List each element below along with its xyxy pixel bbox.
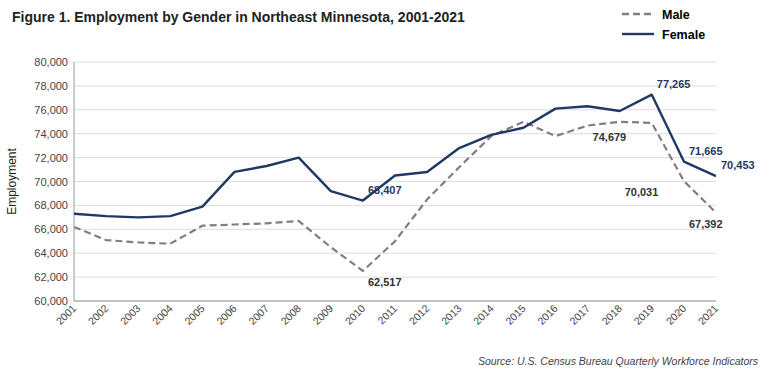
grid-line — [74, 253, 716, 254]
source: Source: U.S. Census Bureau Quarterly Wor… — [478, 355, 759, 367]
legend-label: Male — [662, 8, 690, 22]
x-tick-label: 2016 — [535, 302, 560, 327]
x-tick-label: 2008 — [278, 302, 303, 327]
y-tick-label: 62,000 — [34, 271, 68, 283]
y-tick-label: 70,000 — [34, 176, 68, 188]
y-tick-label: 66,000 — [34, 223, 68, 235]
y-axis — [74, 62, 75, 301]
series-line — [74, 95, 716, 218]
x-tick-label: 2001 — [53, 302, 78, 327]
grid-line — [74, 157, 716, 158]
annotation: 70,031 — [625, 186, 659, 198]
annotation: 74,679 — [593, 131, 627, 143]
annotation: 68,407 — [368, 184, 402, 196]
x-tick-label: 2021 — [695, 302, 720, 327]
y-tick-label: 78,000 — [34, 80, 68, 92]
y-tick-label: 60,000 — [34, 295, 68, 307]
x-tick-label: 2014 — [471, 302, 496, 327]
y-tick-label: 74,000 — [34, 128, 68, 140]
x-tick-label: 2013 — [439, 302, 464, 327]
x-tick-label: 2005 — [182, 302, 207, 327]
x-tick-label: 2017 — [567, 302, 592, 327]
chart: Figure 1. Employment by Gender in Northe… — [0, 0, 772, 373]
y-axis-label: Employment — [5, 147, 19, 214]
legend-swatch — [622, 13, 654, 15]
legend-swatch — [622, 33, 654, 35]
lines — [74, 95, 716, 271]
legend: Male Female — [622, 8, 705, 42]
x-tick-label: 2009 — [310, 302, 335, 327]
y-tick-label: 64,000 — [34, 247, 68, 259]
title: Figure 1. Employment by Gender in Northe… — [12, 9, 465, 25]
x-tick-label: 2012 — [407, 302, 432, 327]
grid — [74, 62, 716, 301]
annotation: 67,392 — [689, 218, 723, 230]
grid-line — [74, 229, 716, 230]
y-tick-label: 80,000 — [34, 56, 68, 68]
x-tick-label: 2011 — [375, 302, 400, 327]
legend-label: Female — [662, 28, 705, 42]
series-line — [74, 122, 716, 271]
y-tick-label: 72,000 — [34, 152, 68, 164]
y-tick-label: 76,000 — [34, 104, 68, 116]
x-tick-label: 2006 — [214, 302, 239, 327]
y-tick-label: 68,000 — [34, 199, 68, 211]
x-tick-label: 2002 — [86, 302, 111, 327]
annotation: 70,453 — [721, 159, 755, 171]
x-tick-label: 2004 — [150, 302, 175, 327]
grid-line — [74, 62, 716, 63]
x-tick-label: 2010 — [342, 302, 367, 327]
x-tick-label: 2015 — [503, 302, 528, 327]
grid-line — [74, 205, 716, 206]
annotation: 62,517 — [368, 276, 402, 288]
x-tick-label: 2018 — [599, 302, 624, 327]
x-axis — [74, 301, 716, 302]
x-tick-label: 2019 — [631, 302, 656, 327]
grid-line — [74, 181, 716, 182]
grid-line — [74, 301, 716, 302]
x-tick-label: 2020 — [663, 302, 688, 327]
x-tick-label: 2003 — [118, 302, 143, 327]
annotation: 77,265 — [657, 78, 691, 90]
x-tick-label: 2007 — [246, 302, 271, 327]
grid-line — [74, 85, 716, 86]
annotation: 71,665 — [689, 145, 723, 157]
